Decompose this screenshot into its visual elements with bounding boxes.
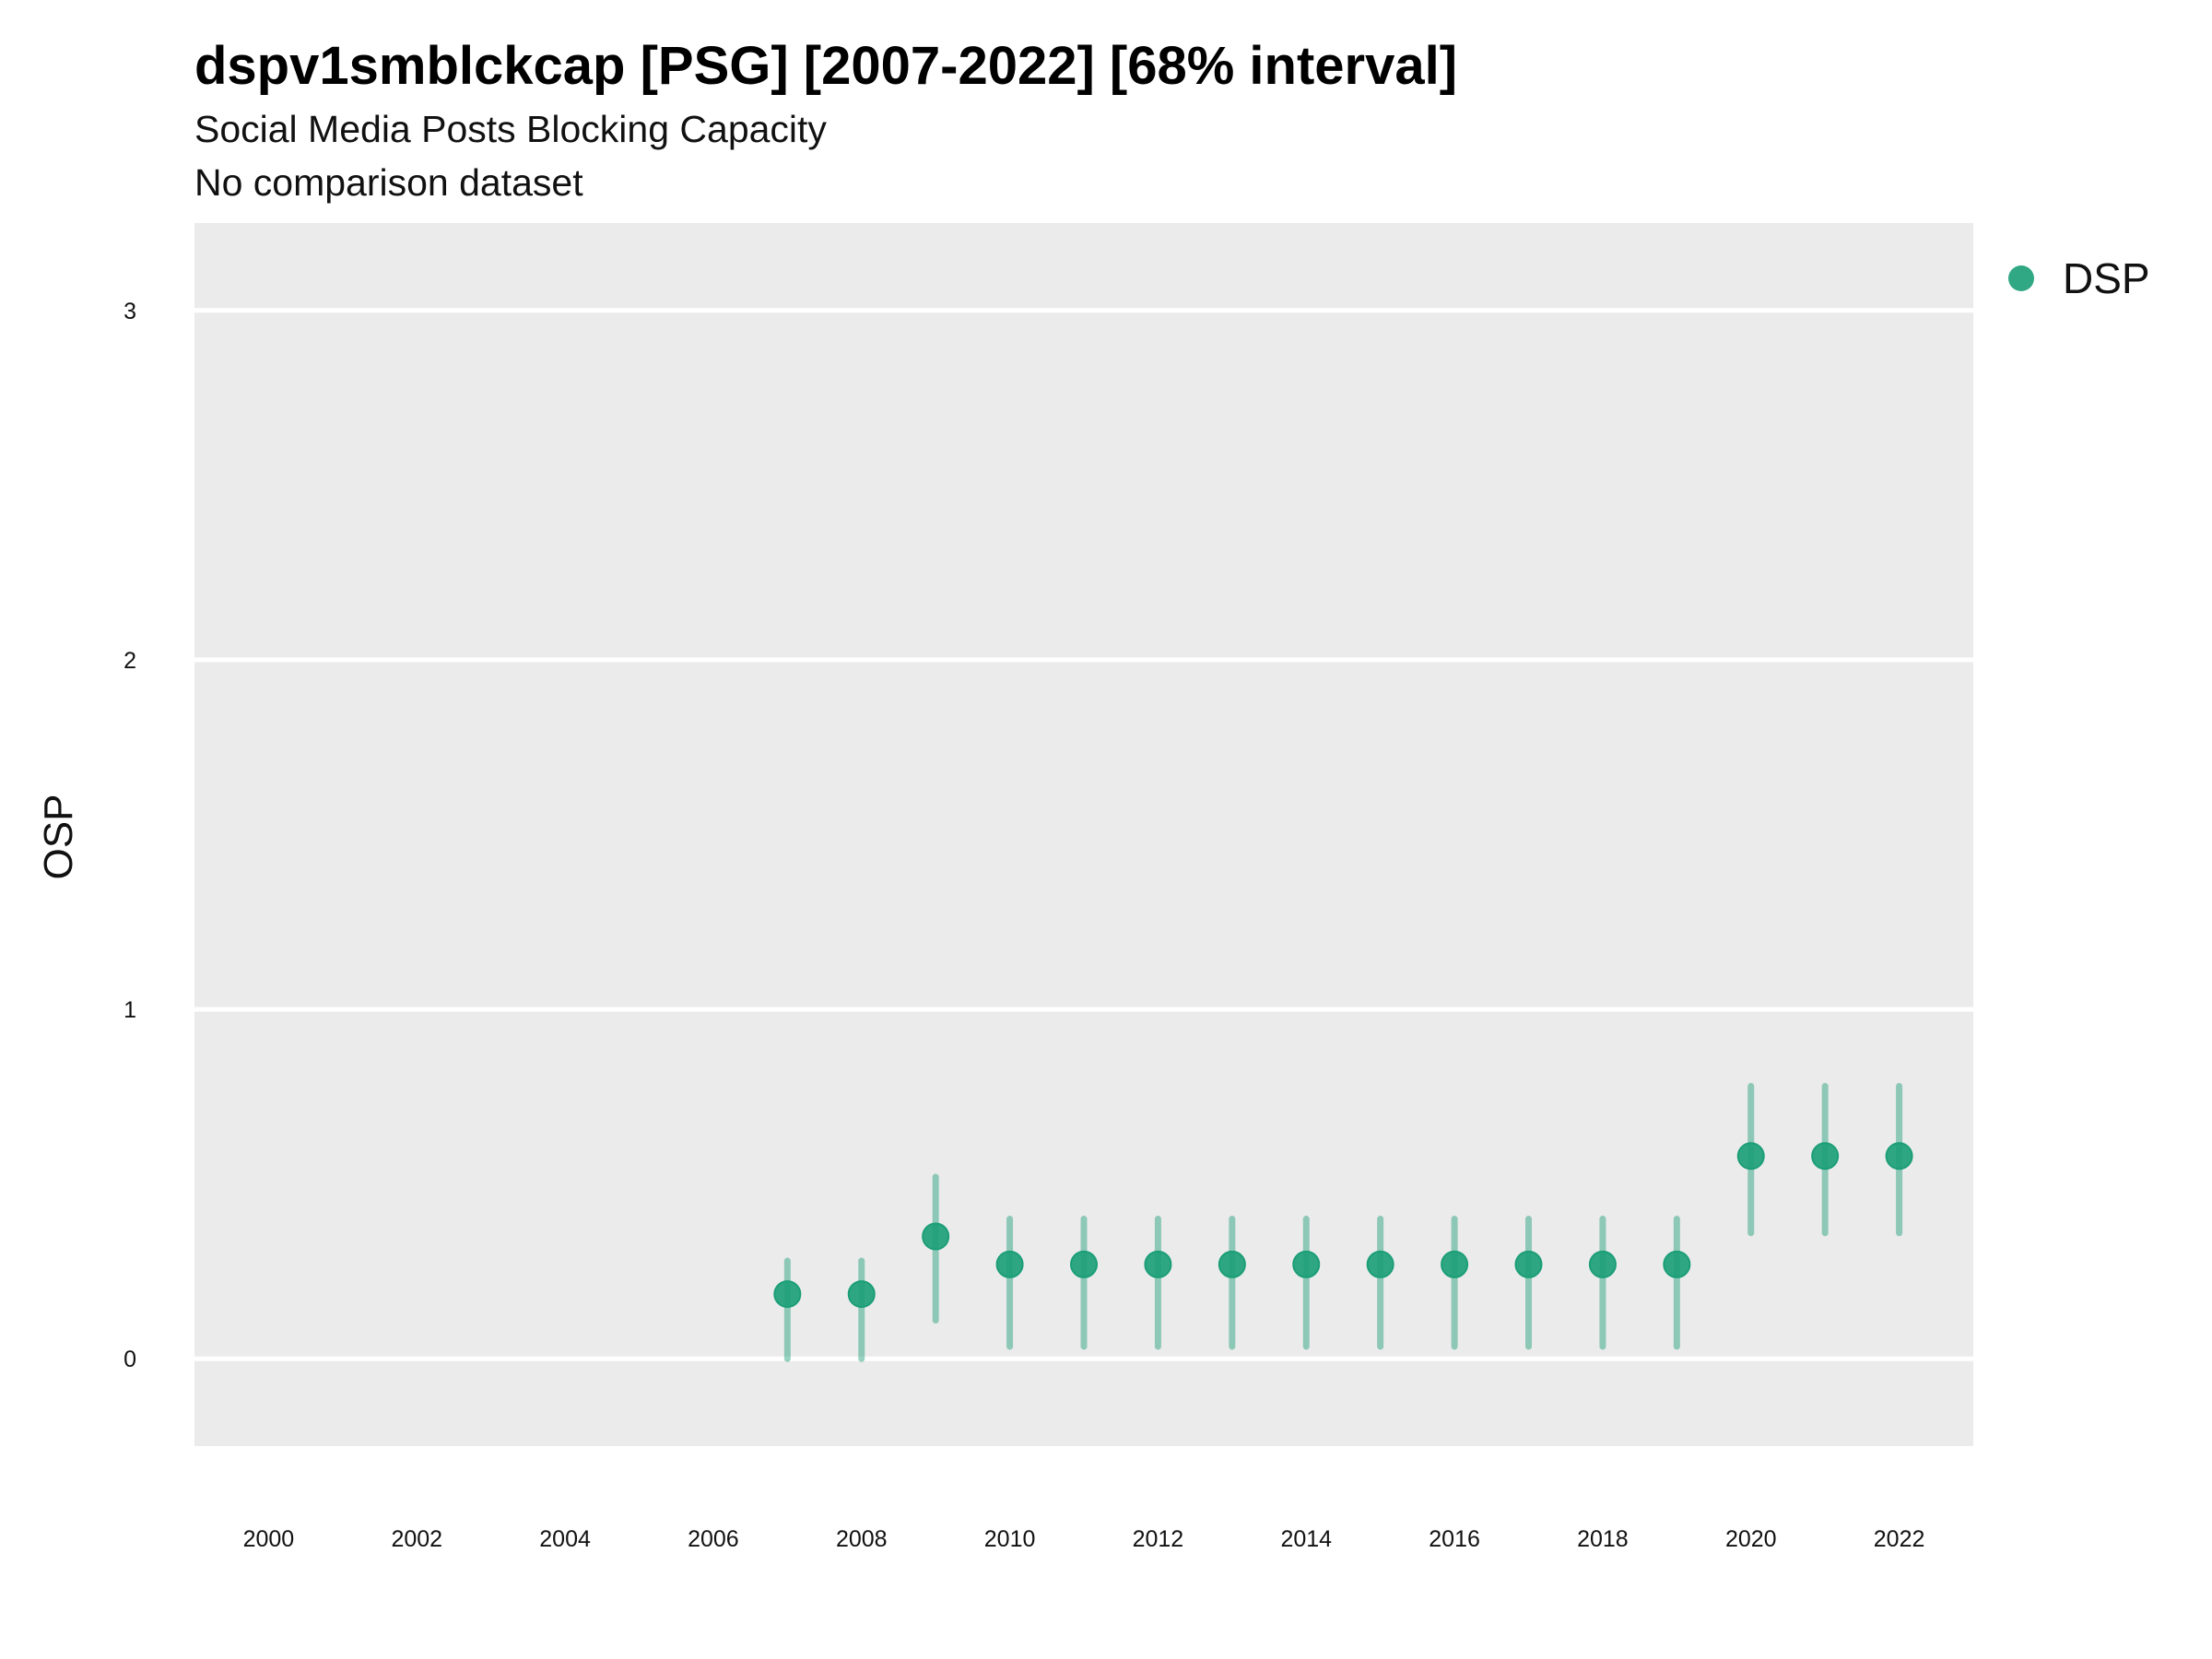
data-point xyxy=(1144,1250,1172,1278)
y-tick-label: 0 xyxy=(124,1347,136,1372)
data-point xyxy=(1514,1250,1543,1278)
x-tick-label: 2010 xyxy=(984,1526,1036,1552)
data-point xyxy=(1885,1142,1913,1171)
data-point xyxy=(847,1280,876,1309)
y-tick-label: 3 xyxy=(124,299,136,324)
x-tick-label: 2014 xyxy=(1280,1526,1332,1552)
x-tick-label: 2016 xyxy=(1429,1526,1480,1552)
data-point xyxy=(1811,1142,1840,1171)
data-point xyxy=(1663,1250,1691,1278)
data-point xyxy=(1588,1250,1617,1278)
x-tick-label: 2020 xyxy=(1725,1526,1777,1552)
x-tick-label: 2002 xyxy=(391,1526,442,1552)
chart-title: dspv1smblckcap [PSG] [2007-2022] [68% in… xyxy=(194,36,1458,96)
data-point xyxy=(1366,1250,1394,1278)
data-point xyxy=(1736,1142,1765,1171)
y-axis-label: OSP xyxy=(36,794,81,880)
legend-label-dsp: DSP xyxy=(2063,254,2150,302)
legend-key-dsp xyxy=(2008,265,2034,291)
y-tick-label: 2 xyxy=(124,648,136,674)
x-tick-label: 2000 xyxy=(243,1526,295,1552)
x-tick-label: 2012 xyxy=(1133,1526,1184,1552)
plot-panel xyxy=(194,223,1973,1446)
chart-comparison-note: No comparison dataset xyxy=(194,161,583,204)
data-point xyxy=(773,1280,802,1309)
chart-subtitle: Social Media Posts Blocking Capacity xyxy=(194,108,827,150)
x-tick-label: 2008 xyxy=(836,1526,888,1552)
y-tick-label: 1 xyxy=(124,997,136,1023)
data-point xyxy=(1441,1250,1469,1278)
data-points xyxy=(773,1142,1913,1309)
x-tick-label: 2006 xyxy=(688,1526,739,1552)
data-point xyxy=(1292,1250,1321,1278)
x-axis-ticks: 2000 2002 2004 2006 2008 2010 2012 2014 2016 2018… xyxy=(243,1526,1925,1552)
data-point xyxy=(922,1222,950,1251)
data-point xyxy=(1218,1250,1246,1278)
y-axis-ticks: 0 1 2 3 xyxy=(124,299,136,1372)
data-point xyxy=(995,1250,1024,1278)
x-tick-label: 2018 xyxy=(1577,1526,1629,1552)
legend: DSP xyxy=(2008,254,2150,302)
data-point xyxy=(1070,1250,1098,1278)
gridlines xyxy=(194,308,1973,1361)
x-tick-label: 2022 xyxy=(1874,1526,1925,1552)
x-tick-label: 2004 xyxy=(539,1526,591,1552)
